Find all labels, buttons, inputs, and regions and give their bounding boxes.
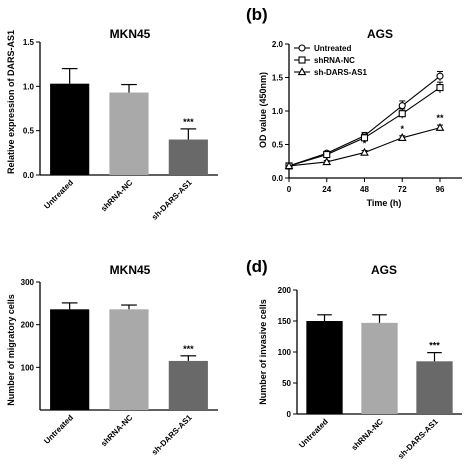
panel-b-data-point (398, 110, 406, 118)
panel-b-data-point (284, 161, 294, 170)
panel-b-x-tick-label: 48 (360, 185, 369, 194)
panel-d-y-tick-label: 200 (278, 286, 292, 295)
panel-b-data-point (322, 157, 332, 166)
panel-b-x-tick-label: 24 (322, 185, 331, 194)
panel-b-y-tick-label: 0.0 (272, 174, 284, 183)
panel-b-y-tick-label: 2.0 (272, 40, 284, 49)
panel-b-data-point (323, 151, 331, 159)
panel-b-y-tick-label: 0.5 (272, 141, 284, 150)
panel-a-y-tick-label: 1.0 (23, 82, 35, 91)
panel-b-data-point (436, 84, 444, 92)
panel-b-legend-marker (298, 56, 306, 64)
panel-d-y-tick-label: 100 (278, 348, 292, 357)
panel-d-label: (d) (246, 257, 268, 276)
panel-a-title: MKN45 (110, 27, 151, 41)
panel-b-data-point (436, 72, 444, 80)
panel-a-y-tick-label: 0.0 (23, 171, 35, 180)
panel-a-y-tick-label: 1.5 (23, 38, 35, 47)
panel-d-y-tick-label: 150 (278, 317, 292, 326)
panel-d-invasive-cells: (d) AGS Number of invasive cells 0 50 100 1… (246, 257, 462, 461)
panel-c-migratory-cells: MKN45 Number of migratory cells 100 200 30… (6, 263, 218, 457)
panel-d-category-label: sh-DARS-AS1 (396, 417, 440, 461)
panel-b-y-tick-label: 1.0 (272, 107, 284, 116)
panel-b-data-point (360, 147, 369, 156)
panel-b-y-axis-label: OD value (450nm) (258, 72, 268, 148)
panel-d-category-label: Untreated (297, 417, 330, 450)
panel-a-y-axis-label: Relative expression of DARS-AS1 (6, 30, 16, 174)
panel-d-significance-label: *** (429, 341, 440, 351)
panel-c-y-tick-label: 100 (21, 363, 35, 372)
panel-c-category-label: sh-DARS-AS1 (150, 413, 194, 457)
panel-d-bar (306, 321, 343, 414)
panel-c-bar (109, 309, 149, 410)
panel-b-legend-label: Untreated (314, 44, 351, 53)
panel-d-y-axis-label: Number of invasive cells (258, 299, 268, 405)
panel-b-x-tick-label: 96 (436, 185, 445, 194)
panel-c-y-axis-label: Number of migratory cells (6, 294, 16, 406)
panel-a-bar (168, 139, 208, 175)
panel-d-title: AGS (371, 263, 397, 277)
panel-a-relative-expression: MKN45 Relative expression of DARS-AS1 0.… (6, 27, 218, 222)
panel-b-data-point (360, 134, 369, 142)
panel-a-bar (50, 83, 90, 175)
panel-a-significance-label: *** (183, 117, 194, 127)
panel-d-bar (416, 361, 453, 414)
panel-c-category-label: Untreated (42, 413, 75, 446)
panel-a-bar (109, 92, 149, 175)
panel-b-legend-marker (298, 44, 306, 52)
panel-c-bar (168, 360, 208, 410)
panel-b-significance-label: ** (436, 113, 444, 123)
panel-b-data-point (435, 123, 445, 131)
panel-b-x-tick-label: 0 (287, 185, 292, 194)
panel-a-category-label: Untreated (42, 178, 75, 211)
panel-d-y-tick-label: 0 (287, 410, 292, 419)
panel-b-significance-label: * (400, 124, 404, 134)
panel-d-y-tick-label: 50 (282, 379, 291, 388)
panel-b-y-tick-label: 1.5 (272, 74, 284, 83)
panel-c-bar (50, 309, 90, 410)
panel-a-category-label: shRNA-NC (99, 178, 134, 213)
panel-b-legend-marker (297, 67, 307, 76)
panel-b-data-point (398, 102, 406, 110)
panel-c-significance-label: *** (183, 344, 194, 354)
panel-b-title: AGS (367, 27, 393, 41)
panel-b-od-growth: (b) AGS OD value (450nm) Time (h) 0.0 0.5… (246, 5, 462, 208)
panel-b-legend-label: sh-DARS-AS1 (314, 68, 367, 77)
panel-c-y-tick-label: 300 (21, 278, 35, 287)
panel-a-category-label: sh-DARS-AS1 (150, 178, 194, 222)
panel-b-significance-label: * (363, 139, 367, 149)
panel-c-title: MKN45 (110, 263, 151, 277)
panel-b-x-axis-label: Time (h) (367, 198, 402, 208)
panel-d-category-label: shRNA-NC (350, 417, 385, 452)
panel-a-y-tick-label: 0.5 (23, 127, 35, 136)
panel-c-category-label: shRNA-NC (99, 413, 134, 448)
panel-b-data-point (397, 133, 407, 141)
panel-c-y-tick-label: 200 (21, 321, 35, 330)
panel-b-x-tick-label: 72 (398, 185, 407, 194)
panel-b-label: (b) (246, 5, 268, 24)
panel-b-legend-label: shRNA-NC (314, 56, 355, 65)
panel-d-bar (361, 322, 398, 414)
